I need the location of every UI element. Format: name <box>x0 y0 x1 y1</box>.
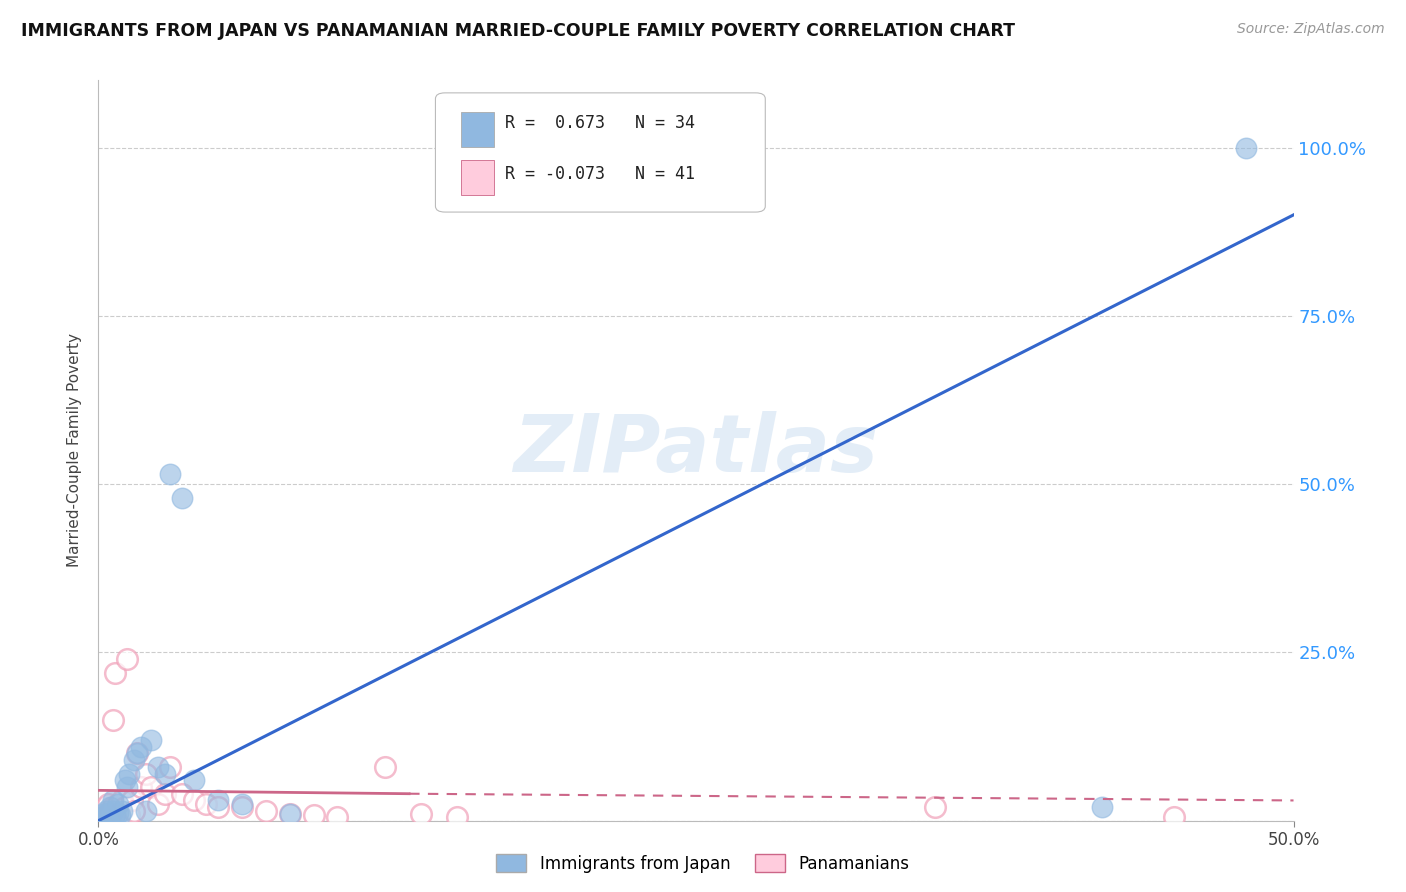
Point <box>254 804 277 818</box>
Bar <box>461 160 494 195</box>
Text: R =  0.673   N = 34: R = 0.673 N = 34 <box>505 114 695 133</box>
Text: Source: ZipAtlas.com: Source: ZipAtlas.com <box>1237 22 1385 37</box>
Point <box>91 806 114 821</box>
Point <box>207 793 229 807</box>
Point <box>135 804 157 818</box>
Point <box>107 805 129 820</box>
Point <box>135 766 157 780</box>
Point <box>155 766 177 780</box>
Point <box>90 810 112 824</box>
Point <box>118 766 141 780</box>
Point <box>155 787 177 801</box>
Point <box>411 806 433 821</box>
Point <box>101 713 124 727</box>
Point <box>183 773 205 788</box>
Point <box>159 760 181 774</box>
Point <box>231 797 253 811</box>
Point <box>278 806 301 821</box>
Point <box>97 810 120 824</box>
Point <box>107 797 129 811</box>
Point <box>302 808 325 822</box>
Legend: Immigrants from Japan, Panamanians: Immigrants from Japan, Panamanians <box>489 847 917 880</box>
Point <box>101 800 124 814</box>
Point <box>1091 800 1114 814</box>
Point <box>104 806 127 821</box>
Point <box>1163 810 1185 824</box>
Point <box>139 732 162 747</box>
Point <box>114 800 136 814</box>
Point <box>101 793 124 807</box>
Text: IMMIGRANTS FROM JAPAN VS PANAMANIAN MARRIED-COUPLE FAMILY POVERTY CORRELATION CH: IMMIGRANTS FROM JAPAN VS PANAMANIAN MARR… <box>21 22 1015 40</box>
Point <box>118 808 141 822</box>
Point <box>374 760 396 774</box>
Point <box>114 773 136 788</box>
Point <box>91 812 114 826</box>
Point <box>91 806 114 821</box>
Point <box>91 804 114 818</box>
Point <box>124 753 146 767</box>
Point <box>98 808 122 822</box>
Point <box>94 805 117 820</box>
Point <box>94 800 117 814</box>
Text: ZIPatlas: ZIPatlas <box>513 411 879 490</box>
Bar <box>461 112 494 147</box>
Point <box>98 806 122 821</box>
Point <box>97 797 120 811</box>
Point <box>139 780 162 794</box>
Point <box>924 800 946 814</box>
FancyBboxPatch shape <box>436 93 765 212</box>
Point <box>125 747 148 761</box>
Point <box>124 804 146 818</box>
Point <box>111 793 134 807</box>
Point <box>159 467 181 481</box>
Point <box>108 805 131 820</box>
Point <box>108 808 131 822</box>
Point <box>115 652 138 666</box>
Point <box>195 797 218 811</box>
Y-axis label: Married-Couple Family Poverty: Married-Couple Family Poverty <box>67 334 83 567</box>
Point <box>107 797 129 811</box>
Point <box>94 808 117 822</box>
Point <box>148 760 170 774</box>
Point <box>104 665 127 680</box>
Point <box>183 793 205 807</box>
Text: R = -0.073   N = 41: R = -0.073 N = 41 <box>505 165 695 183</box>
Point <box>131 780 153 794</box>
Point <box>94 804 117 818</box>
Point <box>97 805 120 820</box>
Point <box>326 810 349 824</box>
Point <box>121 793 143 807</box>
Point <box>98 804 122 818</box>
Point <box>446 810 468 824</box>
Point <box>1234 140 1257 154</box>
Point <box>98 800 122 814</box>
Point <box>172 787 194 801</box>
Point <box>111 804 134 818</box>
Point <box>115 780 138 794</box>
Point <box>90 810 112 824</box>
Point <box>131 739 153 754</box>
Point <box>207 800 229 814</box>
Point <box>278 806 301 821</box>
Point <box>101 804 124 818</box>
Point <box>125 747 148 761</box>
Point <box>231 800 253 814</box>
Point <box>97 808 120 822</box>
Point <box>172 491 194 505</box>
Point <box>148 797 170 811</box>
